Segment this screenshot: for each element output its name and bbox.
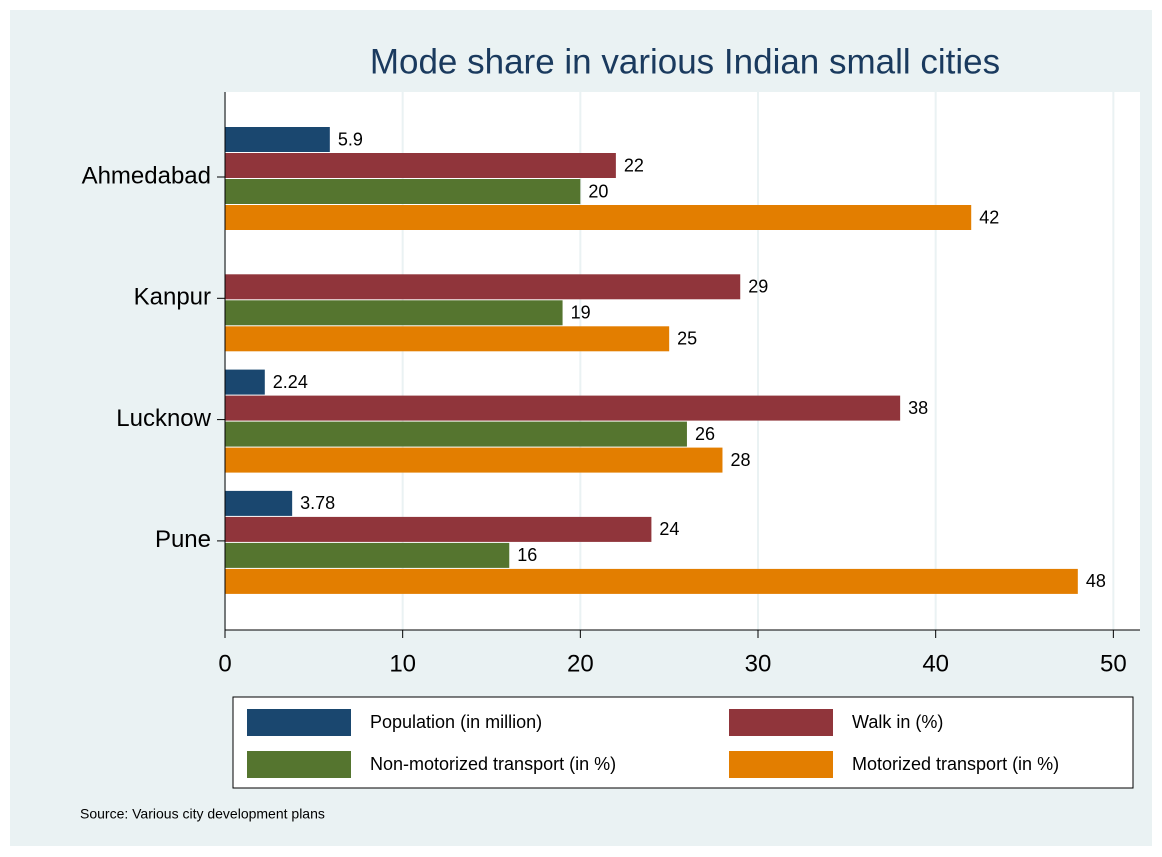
legend-swatch xyxy=(247,709,351,736)
bar xyxy=(225,490,293,516)
legend xyxy=(232,696,1134,789)
bar xyxy=(225,516,652,542)
bar xyxy=(225,127,330,152)
x-tick-label: 30 xyxy=(745,650,772,677)
value-label: 28 xyxy=(730,450,750,470)
value-label: 20 xyxy=(588,181,608,201)
legend-swatch xyxy=(729,751,833,778)
legend-label: Non-motorized transport (in %) xyxy=(370,754,616,774)
bar xyxy=(225,274,741,300)
legend-swatch xyxy=(729,709,833,736)
bar xyxy=(225,395,901,421)
bar xyxy=(225,300,563,326)
bar xyxy=(225,447,723,473)
bar xyxy=(225,542,510,568)
x-tick-label: 10 xyxy=(389,650,416,677)
value-label: 3.78 xyxy=(300,493,335,513)
legend-label: Motorized transport (in %) xyxy=(852,754,1059,774)
value-label: 2.24 xyxy=(273,372,308,392)
bar xyxy=(225,369,265,395)
x-tick-label: 0 xyxy=(218,650,231,677)
value-label: 22 xyxy=(624,155,644,175)
y-tick-label: Ahmedabad xyxy=(82,162,211,189)
value-label: 29 xyxy=(748,277,768,297)
bar xyxy=(225,205,972,230)
chart-title: Mode share in various Indian small citie… xyxy=(370,42,1000,81)
value-label: 38 xyxy=(908,398,928,418)
value-label: 16 xyxy=(517,545,537,565)
y-tick-label: Lucknow xyxy=(116,405,211,432)
value-label: 25 xyxy=(677,329,697,349)
legend-label: Population (in million) xyxy=(370,712,542,732)
value-label: 42 xyxy=(979,207,999,227)
y-tick-label: Pune xyxy=(155,526,211,553)
legend-swatch xyxy=(247,751,351,778)
y-tick-label: Kanpur xyxy=(134,284,211,311)
value-label: 5.9 xyxy=(338,129,363,149)
bar xyxy=(225,326,670,352)
value-label: 26 xyxy=(695,424,715,444)
value-label: 24 xyxy=(659,519,679,539)
value-label: 48 xyxy=(1086,571,1106,591)
bar xyxy=(225,568,1078,594)
value-label: 19 xyxy=(571,303,591,323)
bar xyxy=(225,179,581,204)
bar xyxy=(225,421,687,447)
x-tick-label: 50 xyxy=(1100,650,1127,677)
legend-label: Walk in (%) xyxy=(852,712,943,732)
x-tick-label: 20 xyxy=(567,650,594,677)
x-tick-label: 40 xyxy=(922,650,949,677)
bar xyxy=(225,153,616,178)
source-note: Source: Various city development plans xyxy=(80,806,325,822)
